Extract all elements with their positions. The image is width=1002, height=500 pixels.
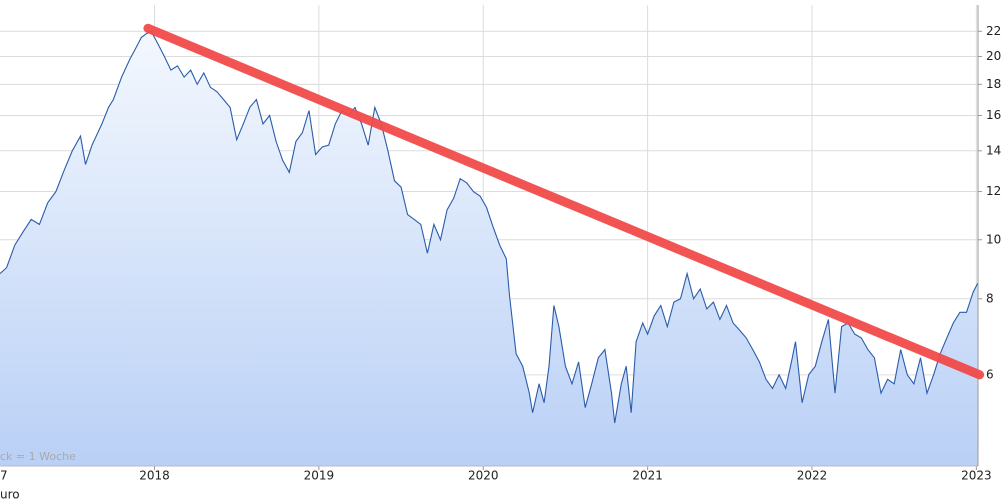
y-tick-label: 10 xyxy=(986,232,1001,246)
x-tick-label: 7 xyxy=(0,469,8,483)
y-tick-label: 22 xyxy=(986,24,1001,38)
interval-note: ck = 1 Woche xyxy=(0,450,76,463)
price-line xyxy=(0,30,979,424)
y-tick-label: 18 xyxy=(986,77,1001,91)
unit-label: uro xyxy=(0,488,20,500)
x-tick-label: 2021 xyxy=(632,469,663,483)
trend-line xyxy=(143,23,985,380)
x-tick-label: 2020 xyxy=(468,469,499,483)
area xyxy=(0,31,978,467)
plot-area xyxy=(0,30,979,467)
y-tick-label: 12 xyxy=(986,184,1001,198)
y-tick-label: 20 xyxy=(986,49,1001,63)
x-tick-label: 2018 xyxy=(139,469,170,483)
y-tick-label: 16 xyxy=(986,108,1001,122)
y-tick-label: 6 xyxy=(986,367,994,381)
x-tick-label: 2022 xyxy=(797,469,828,483)
y-tick-label: 8 xyxy=(986,291,994,305)
y-tick-label: 14 xyxy=(986,143,1001,157)
x-tick-label: 2023 xyxy=(961,469,992,483)
x-tick-label: 2019 xyxy=(304,469,335,483)
